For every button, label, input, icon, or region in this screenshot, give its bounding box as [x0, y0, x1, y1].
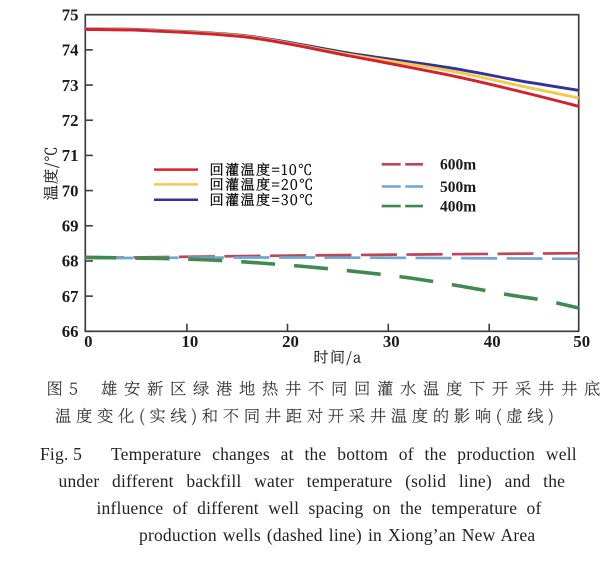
svg-text:0: 0 — [84, 332, 92, 351]
svg-text:74: 74 — [62, 41, 79, 60]
svg-text:600m: 600m — [440, 157, 476, 174]
svg-text:30: 30 — [383, 332, 400, 351]
svg-text:500m: 500m — [440, 179, 476, 196]
svg-text:Fig. 5: Fig. 5 — [40, 444, 82, 464]
svg-text:75: 75 — [62, 5, 79, 24]
svg-text:Temperature changes at the bot: Temperature changes at the bottom of the… — [111, 444, 577, 464]
svg-text:under different backfill water: under different backfill water temperatu… — [59, 471, 566, 491]
svg-text:67: 67 — [62, 287, 79, 306]
svg-text:73: 73 — [62, 76, 79, 95]
svg-text:production wells (dashed line): production wells (dashed line) in Xiong’… — [139, 525, 535, 545]
svg-text:50: 50 — [573, 332, 590, 351]
svg-text:66: 66 — [62, 322, 79, 341]
svg-text:10: 10 — [182, 332, 199, 351]
svg-text:69: 69 — [62, 217, 79, 236]
svg-text:400m: 400m — [440, 198, 476, 215]
svg-text:72: 72 — [62, 111, 79, 130]
svg-text:20: 20 — [282, 332, 299, 351]
svg-text:71: 71 — [62, 146, 79, 165]
svg-text:influence of different well sp: influence of different well spacing on t… — [97, 498, 542, 518]
svg-text:70: 70 — [62, 181, 79, 200]
svg-text:40: 40 — [484, 332, 501, 351]
svg-text:68: 68 — [62, 252, 79, 271]
